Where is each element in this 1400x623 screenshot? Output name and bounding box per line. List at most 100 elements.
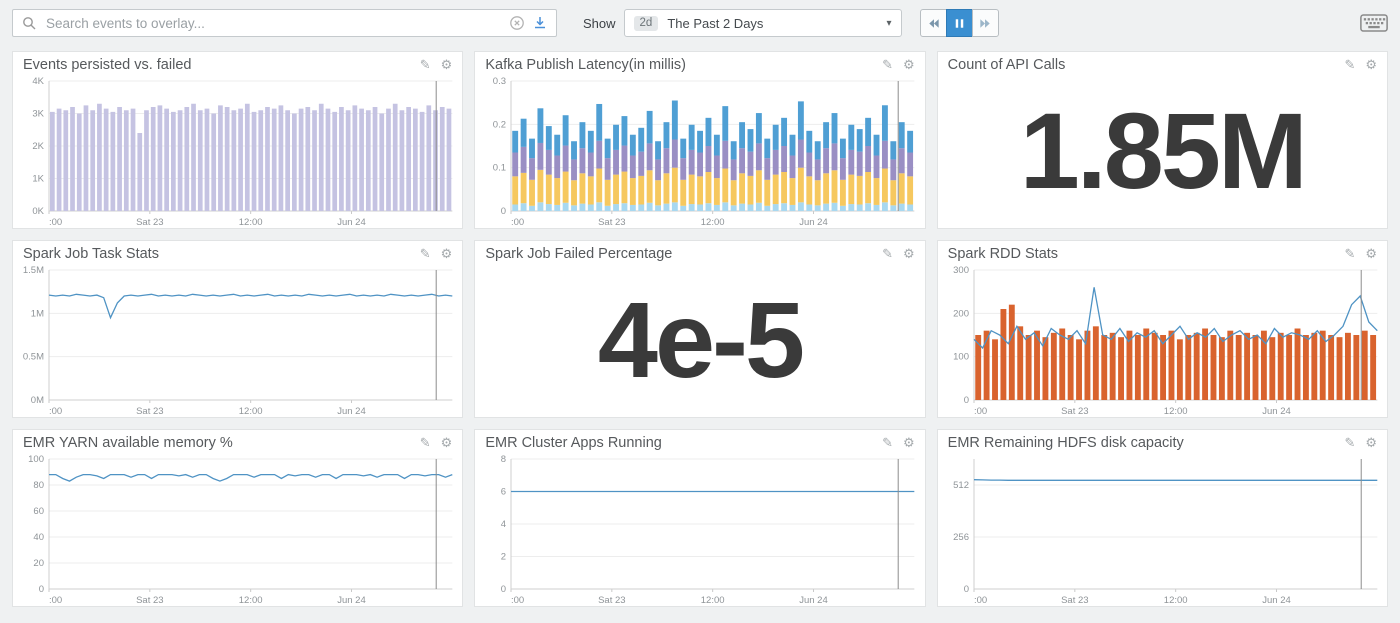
- edit-pencil-icon[interactable]: ✎: [419, 57, 431, 73]
- keyboard-shortcuts-icon[interactable]: [1360, 14, 1388, 32]
- svg-text::00: :00: [49, 595, 62, 606]
- panel-header: EMR YARN available memory % ✎ ⚙: [13, 430, 462, 452]
- edit-pencil-icon[interactable]: ✎: [419, 435, 431, 451]
- panel-title: Events persisted vs. failed: [23, 57, 192, 73]
- dashboard-grid: Events persisted vs. failed ✎ ⚙ 0K 1K 2K 3K 4…: [0, 46, 1400, 607]
- svg-text:0K: 0K: [32, 206, 44, 217]
- chart-area[interactable]: 0K 1K 2K 3K 4K:00 Sat 23 12:00 Jun 24: [13, 74, 462, 228]
- gear-icon[interactable]: ⚙: [903, 246, 915, 262]
- svg-text:1M: 1M: [31, 308, 44, 319]
- svg-text:12:00: 12:00: [239, 217, 263, 228]
- timeframe-badge: 2d: [633, 15, 659, 31]
- panel-header: EMR Remaining HDFS disk capacity ✎ ⚙: [938, 430, 1387, 452]
- timeframe-select[interactable]: 2d The Past 2 Days ▾: [623, 9, 902, 37]
- svg-text:60: 60: [33, 506, 44, 517]
- svg-text:12:00: 12:00: [239, 406, 263, 417]
- panel-title: Count of API Calls: [947, 57, 1066, 73]
- gear-icon[interactable]: ⚙: [440, 435, 453, 451]
- svg-text:Sat 23: Sat 23: [1061, 406, 1088, 417]
- svg-text:Jun 24: Jun 24: [1262, 595, 1291, 606]
- gear-icon[interactable]: ⚙: [903, 435, 915, 451]
- panel-yarn-memory: EMR YARN available memory % ✎ ⚙ 0 20 40 60 80…: [12, 429, 464, 607]
- query-value: 1.85M: [1019, 90, 1308, 211]
- svg-text:12:00: 12:00: [701, 595, 725, 606]
- svg-text:4: 4: [501, 519, 506, 530]
- svg-text:Sat 23: Sat 23: [136, 217, 163, 228]
- panel-header: Spark Job Failed Percentage ✎ ⚙: [475, 241, 924, 263]
- svg-text:12:00: 12:00: [239, 595, 263, 606]
- gear-icon[interactable]: ⚙: [440, 57, 453, 73]
- svg-text:0: 0: [963, 395, 968, 406]
- chart-area[interactable]: 0 0.1 0.2 0.3:00 Sat 23 12:00 Jun 24: [475, 74, 924, 228]
- big-value-area: 1.85M: [938, 74, 1387, 228]
- chart-area[interactable]: 0 2 4 6 8:00 Sat 23 12:00 Jun 24: [475, 452, 924, 606]
- gear-icon[interactable]: ⚙: [1365, 57, 1377, 73]
- event-search-box[interactable]: [12, 9, 557, 37]
- pause-button[interactable]: [945, 9, 973, 37]
- chart-area[interactable]: 0 20 40 60 80 100:00 Sat 23 12:00 Jun 24: [13, 452, 462, 606]
- svg-text:100: 100: [953, 352, 969, 363]
- panel-api-calls: Count of API Calls ✎ ⚙ 1.85M: [936, 51, 1388, 229]
- edit-pencil-icon[interactable]: ✎: [1344, 246, 1356, 262]
- chart-area[interactable]: 0 100 200 300:00 Sat 23 12:00 Jun 24: [938, 263, 1387, 417]
- time-forward-button[interactable]: [971, 9, 999, 37]
- edit-pencil-icon[interactable]: ✎: [1344, 57, 1356, 73]
- query-value: 4e-5: [597, 279, 805, 400]
- panel-events-persisted: Events persisted vs. failed ✎ ⚙ 0K 1K 2K 3K 4…: [12, 51, 464, 229]
- gear-icon[interactable]: ⚙: [440, 246, 453, 262]
- svg-text:0.1: 0.1: [493, 163, 506, 174]
- timeframe-controls: Show 2d The Past 2 Days ▾: [583, 9, 999, 37]
- time-backward-button[interactable]: [919, 9, 947, 37]
- svg-text:4K: 4K: [32, 76, 44, 87]
- svg-text:Jun 24: Jun 24: [337, 595, 366, 606]
- search-icon: [21, 15, 37, 31]
- svg-text:12:00: 12:00: [1163, 406, 1187, 417]
- svg-text:Jun 24: Jun 24: [337, 406, 366, 417]
- edit-pencil-icon[interactable]: ✎: [882, 57, 893, 73]
- panel-header: Events persisted vs. failed ✎ ⚙: [13, 52, 462, 74]
- clear-search-icon[interactable]: [509, 15, 525, 31]
- svg-text::00: :00: [974, 595, 987, 606]
- svg-text:512: 512: [953, 480, 969, 491]
- svg-text:80: 80: [33, 480, 44, 491]
- panel-header: Spark RDD Stats ✎ ⚙: [938, 241, 1387, 263]
- svg-text:2: 2: [501, 552, 506, 563]
- panel-spark-rdd-stats: Spark RDD Stats ✎ ⚙ 0 100 200 300:00 Sat 23 12…: [936, 240, 1388, 418]
- panel-hdfs-capacity: EMR Remaining HDFS disk capacity ✎ ⚙ 0 256…: [936, 429, 1388, 607]
- chevron-down-icon: ▾: [886, 17, 892, 29]
- svg-text::00: :00: [49, 406, 62, 417]
- svg-text:8: 8: [501, 454, 506, 465]
- panel-kafka-latency: Kafka Publish Latency(in millis) ✎ ⚙ 0 0.1…: [474, 51, 926, 229]
- svg-text:300: 300: [953, 265, 969, 276]
- panel-title: EMR Cluster Apps Running: [485, 435, 662, 451]
- chart-area[interactable]: 0 256 512:00 Sat 23 12:00 Jun 24: [938, 452, 1387, 606]
- gear-icon[interactable]: ⚙: [1365, 435, 1377, 451]
- search-input[interactable]: [44, 14, 502, 32]
- svg-text::00: :00: [511, 595, 524, 606]
- svg-text:40: 40: [33, 532, 44, 543]
- panel-header: Count of API Calls ✎ ⚙: [938, 52, 1387, 74]
- big-value-area: 4e-5: [475, 263, 924, 417]
- chart-area[interactable]: 0M 0.5M 1M 1.5M:00 Sat 23 12:00 Jun 24: [13, 263, 462, 417]
- svg-text:20: 20: [33, 558, 44, 569]
- edit-pencil-icon[interactable]: ✎: [1344, 435, 1356, 451]
- svg-text:1.5M: 1.5M: [23, 265, 44, 276]
- svg-text:3K: 3K: [32, 109, 44, 120]
- svg-text:Sat 23: Sat 23: [598, 217, 625, 228]
- edit-pencil-icon[interactable]: ✎: [882, 435, 893, 451]
- svg-text:Sat 23: Sat 23: [136, 595, 163, 606]
- svg-text:0: 0: [501, 584, 506, 595]
- svg-text:12:00: 12:00: [1163, 595, 1187, 606]
- panel-title: Spark RDD Stats: [947, 246, 1059, 262]
- panel-header: Spark Job Task Stats ✎ ⚙: [13, 241, 462, 263]
- svg-text:0: 0: [963, 584, 968, 595]
- gear-icon[interactable]: ⚙: [903, 57, 915, 73]
- svg-text:0M: 0M: [31, 395, 44, 406]
- edit-pencil-icon[interactable]: ✎: [882, 246, 893, 262]
- panel-header: EMR Cluster Apps Running ✎ ⚙: [475, 430, 924, 452]
- edit-pencil-icon[interactable]: ✎: [419, 246, 431, 262]
- panel-title: Kafka Publish Latency(in millis): [485, 57, 686, 73]
- gear-icon[interactable]: ⚙: [1365, 246, 1377, 262]
- svg-text:Jun 24: Jun 24: [337, 217, 366, 228]
- download-events-icon[interactable]: [532, 15, 548, 31]
